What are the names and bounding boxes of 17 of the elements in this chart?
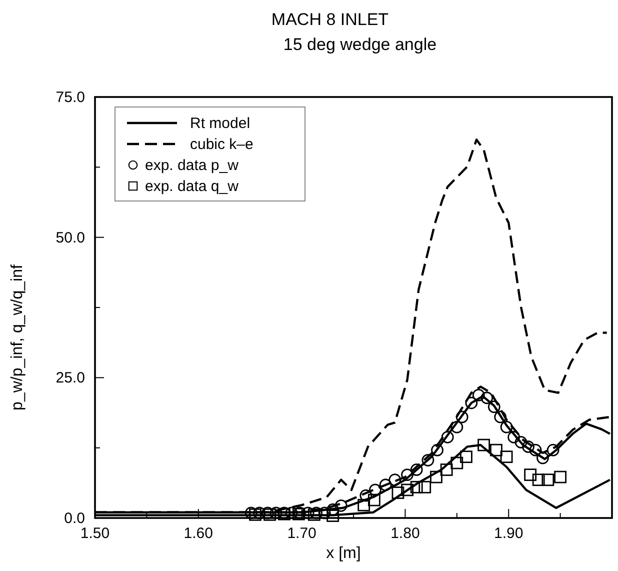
y-tick-label: 75.0	[56, 89, 85, 106]
x-tick-label: 1.70	[287, 525, 316, 542]
legend-label: exp. data q_w	[145, 178, 239, 195]
chart-title: MACH 8 INLET	[271, 10, 389, 29]
y-tick-label: 25.0	[56, 370, 85, 387]
legend-label: cubic k–e	[190, 136, 254, 153]
x-tick-label: 1.90	[494, 525, 524, 542]
y-axis-title: p_w/p_inf, q_w/q_inf	[9, 264, 26, 410]
legend-label: Rt model	[190, 115, 250, 132]
y-tick-label: 50.0	[56, 229, 85, 246]
legend-label: exp. data p_w	[145, 157, 239, 174]
y-tick-label: 0.0	[64, 510, 85, 527]
x-tick-label: 1.50	[80, 525, 110, 542]
x-axis-title: x [m]	[326, 545, 361, 562]
x-tick-label: 1.80	[390, 525, 420, 542]
x-tick-label: 1.60	[184, 525, 213, 542]
chart-subtitle: 15 deg wedge angle	[283, 35, 437, 54]
